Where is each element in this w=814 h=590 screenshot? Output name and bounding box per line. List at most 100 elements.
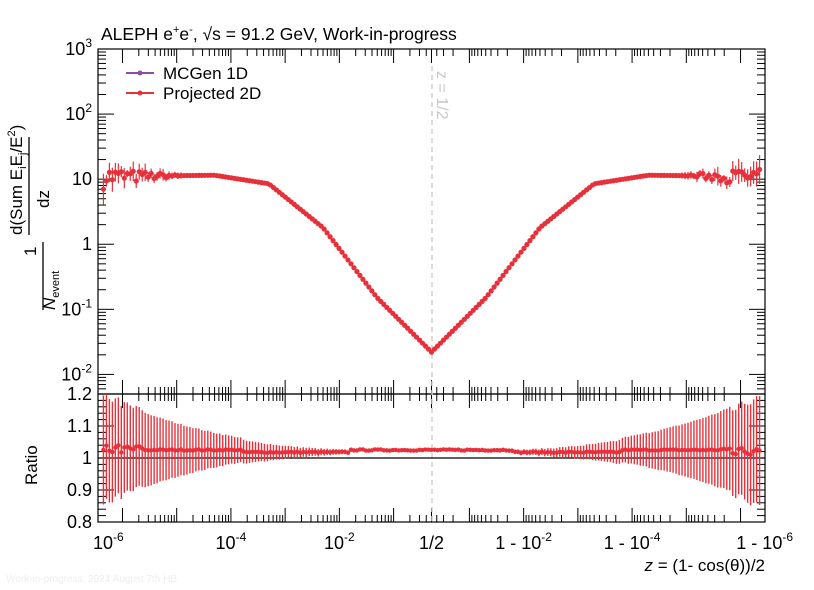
projected-2d-point	[321, 226, 327, 232]
projected-2d-point	[533, 230, 539, 236]
projected-2d-point	[700, 170, 706, 177]
projected-2d-point	[333, 241, 339, 248]
ratio-y-tick-label: 1.1	[67, 416, 92, 436]
ratio-point	[101, 447, 106, 453]
y-axis-label: 1 Nevent d(Sum EiEj/E2) dz	[6, 125, 62, 310]
x-tick-label: 1 - 10-4	[604, 530, 661, 553]
projected-2d-point	[118, 169, 124, 175]
ratio-y-tick-label: 1	[82, 448, 92, 468]
projected-2d-point	[351, 265, 357, 271]
projected-2d-point	[727, 179, 733, 185]
y-label-fraction-one: 1	[21, 247, 40, 256]
legend-projected-label: Projected 2D	[163, 84, 261, 103]
projected-2d-point	[494, 280, 500, 286]
axis-ticks	[98, 48, 765, 523]
projected-2d-point	[512, 257, 518, 263]
x-tick-label: 10-4	[216, 530, 247, 553]
projected-2d-point	[756, 166, 763, 173]
projected-2d-point	[121, 175, 127, 181]
ratio-y-tick-label: 1.2	[67, 384, 92, 404]
projected-2d-point	[372, 292, 378, 298]
ratio-point	[116, 443, 121, 448]
chart-title: ALEPH e+e-, √s = 91.2 GeV, Work-in-progr…	[101, 24, 457, 44]
x-tick-label: 1 - 10-2	[495, 530, 552, 553]
projected-2d-point	[345, 257, 351, 263]
y-tick-label: 10-1	[61, 296, 92, 319]
ratio-point	[739, 445, 744, 451]
y-tick-labels: 10-2 10-1 1 10 102 103	[61, 36, 92, 384]
ratio-point	[733, 451, 738, 457]
ratio-point	[110, 449, 115, 455]
projected-2d-point	[748, 173, 754, 180]
projected-2d-point	[354, 268, 360, 275]
ratio-y-label: Ratio	[22, 445, 41, 485]
projected-2d-point	[142, 169, 148, 175]
projected-2d-point	[145, 174, 151, 180]
ratio-point	[104, 443, 109, 448]
projected-2d-point	[327, 234, 333, 240]
x-tick-label: 1/2	[419, 533, 444, 553]
projected-2d-point	[357, 272, 363, 278]
ratio-point	[131, 447, 136, 452]
x-tick-label: 10-2	[324, 530, 355, 553]
projected-2d-point	[497, 276, 503, 282]
projected-2d-point	[509, 261, 515, 267]
projected-2d-point	[106, 169, 112, 175]
ratio-y-tick-labels: 0.8 0.9 1 1.1 1.2	[67, 384, 92, 532]
legend-mcgen-label: MCGen 1D	[163, 64, 248, 83]
projected-2d-point	[503, 268, 509, 275]
projected-2d-point	[324, 230, 330, 236]
ratio-point	[119, 450, 124, 455]
projected-2d-point	[100, 186, 107, 192]
projected-2d-point	[366, 284, 372, 290]
projected-2d-point	[518, 249, 524, 255]
ratio-point	[757, 448, 762, 453]
projected-2d-point	[721, 175, 727, 181]
y-tick-label: 1	[82, 234, 92, 254]
projected-2d-point	[485, 292, 491, 298]
projected-2d-point	[524, 241, 530, 248]
projected-2d-point	[103, 178, 110, 184]
x-axis-label: z = (1- cos(θ))/2	[644, 556, 765, 575]
legend-mcgen-marker	[137, 70, 143, 76]
projected-2d-point	[515, 253, 521, 259]
projected-2d-point	[360, 276, 366, 282]
projected-2d-point	[709, 176, 715, 183]
ratio-y-tick-label: 0.9	[67, 480, 92, 500]
x-tick-labels: 10-6 10-4 10-2 1/2 1 - 10-2 1 - 10-4 1 - 10-6	[93, 530, 793, 553]
y-tick-label: 103	[65, 36, 92, 59]
projected-2d-point	[506, 265, 512, 271]
projected-2d-point	[715, 173, 721, 179]
projected-2d-point	[363, 280, 369, 286]
projected-2d-point	[491, 284, 497, 290]
y-tick-label: 102	[65, 101, 92, 124]
projected-2d-point	[109, 177, 115, 183]
y-tick-label: 10-2	[61, 361, 92, 384]
projected-2d-point	[330, 238, 336, 244]
ratio-point	[345, 450, 351, 455]
ratio-y-tick-label: 0.8	[67, 512, 92, 532]
projected-2d-point	[339, 249, 345, 255]
projected-2d-point	[336, 245, 342, 251]
x-tick-label: 10-6	[93, 530, 124, 553]
projected-2d-point	[369, 288, 375, 294]
projected-2d-point	[348, 261, 354, 267]
projected-2d-point	[500, 272, 506, 278]
y-label-dz: dz	[34, 190, 53, 208]
projected-2d-point	[482, 295, 488, 302]
legend-projected-marker	[137, 90, 143, 96]
projected-2d-point	[130, 168, 136, 174]
projected-2d-point	[521, 245, 527, 251]
ratio-series	[101, 394, 762, 506]
projected-2d-point	[133, 178, 139, 184]
y-label-numerator: d(Sum EiEj/E2)	[6, 125, 29, 235]
projected-2d-point	[706, 172, 712, 178]
projected-2d-point	[694, 174, 700, 180]
z-half-annotation: z = 1/2	[433, 71, 450, 120]
projected-2d-series	[100, 155, 763, 355]
projected-2d-point	[342, 253, 348, 259]
legend: MCGen 1D Projected 2D	[126, 64, 261, 103]
projected-2d-point	[530, 234, 536, 240]
watermark: Work-in-progress, 2024 August 7th HB	[6, 574, 177, 585]
